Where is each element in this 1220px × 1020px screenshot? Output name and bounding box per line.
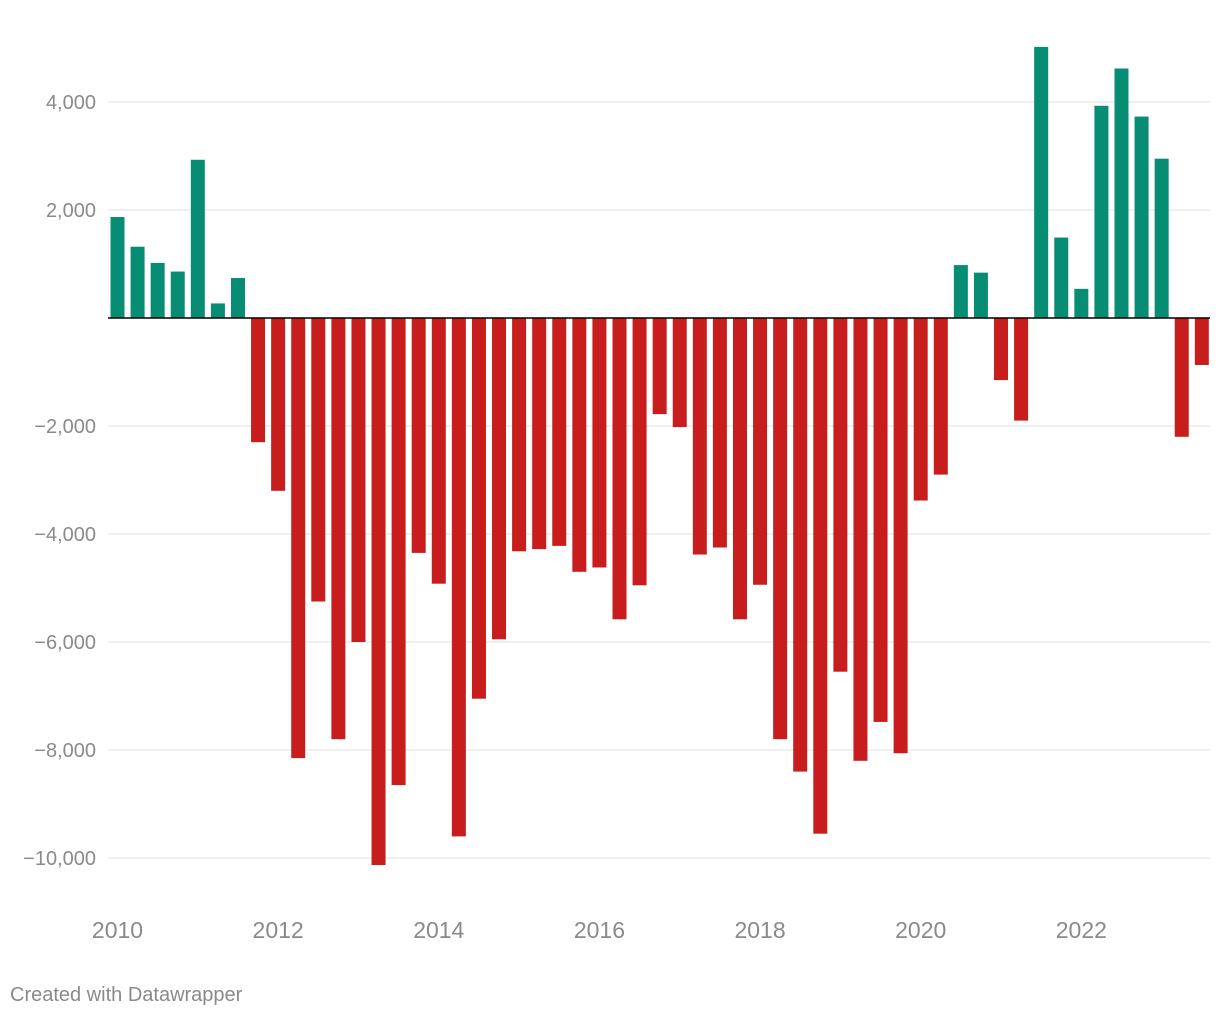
- bar[interactable]: [150, 262, 165, 318]
- bar[interactable]: [773, 318, 788, 740]
- bar[interactable]: [451, 318, 466, 837]
- bar[interactable]: [1114, 68, 1129, 319]
- bar[interactable]: [1194, 318, 1209, 365]
- bar[interactable]: [1074, 288, 1089, 318]
- bar[interactable]: [652, 318, 667, 415]
- bar[interactable]: [712, 318, 727, 548]
- bar[interactable]: [190, 159, 205, 318]
- bar[interactable]: [1154, 158, 1169, 318]
- bar[interactable]: [994, 318, 1009, 381]
- bar[interactable]: [431, 318, 446, 584]
- bar[interactable]: [893, 318, 908, 754]
- bar[interactable]: [512, 318, 527, 552]
- x-tick-label: 2012: [253, 917, 304, 943]
- y-tick-label: −10,000: [23, 848, 96, 870]
- bar[interactable]: [230, 278, 245, 318]
- x-tick-label: 2018: [734, 917, 785, 943]
- bar[interactable]: [572, 318, 587, 572]
- bar[interactable]: [632, 318, 647, 586]
- bar[interactable]: [492, 318, 507, 640]
- bar[interactable]: [692, 318, 707, 555]
- bar[interactable]: [873, 318, 888, 722]
- bar[interactable]: [753, 318, 768, 585]
- bar[interactable]: [973, 272, 988, 318]
- bar[interactable]: [672, 318, 687, 428]
- bar[interactable]: [913, 318, 928, 501]
- bar[interactable]: [793, 318, 808, 772]
- bar[interactable]: [933, 318, 948, 475]
- y-tick-label: −4,000: [34, 524, 96, 546]
- bar[interactable]: [1174, 318, 1189, 437]
- bar[interactable]: [732, 318, 747, 620]
- bar[interactable]: [833, 318, 848, 672]
- bars: [110, 46, 1209, 866]
- y-tick-label: 4,000: [46, 92, 96, 114]
- bar[interactable]: [411, 318, 426, 553]
- bar[interactable]: [592, 318, 607, 568]
- y-axis-labels: 4,000 2,000 −2,000 −4,000 −6,000 −8,000 −10,00…: [23, 92, 96, 870]
- x-tick-label: 2014: [413, 917, 464, 943]
- x-tick-label: 2010: [92, 917, 143, 943]
- footer-credit[interactable]: Created with Datawrapper: [10, 984, 243, 1006]
- x-tick-label: 2020: [895, 917, 946, 943]
- bar[interactable]: [371, 318, 386, 866]
- bar[interactable]: [1014, 318, 1029, 421]
- bar[interactable]: [271, 318, 286, 491]
- bar[interactable]: [552, 318, 567, 546]
- bar[interactable]: [130, 246, 145, 318]
- bar[interactable]: [311, 318, 326, 602]
- y-tick-label: −8,000: [34, 740, 96, 762]
- bar[interactable]: [110, 217, 125, 318]
- bar[interactable]: [210, 303, 225, 318]
- bar[interactable]: [291, 318, 306, 759]
- bar[interactable]: [853, 318, 868, 761]
- y-tick-label: −6,000: [34, 632, 96, 654]
- bar[interactable]: [251, 318, 266, 443]
- y-tick-label: 2,000: [46, 200, 96, 222]
- y-tick-label: −2,000: [34, 416, 96, 438]
- bar[interactable]: [1134, 116, 1149, 318]
- x-tick-label: 2016: [574, 917, 625, 943]
- x-tick-label: 2022: [1056, 917, 1107, 943]
- bar[interactable]: [532, 318, 547, 550]
- bar[interactable]: [471, 318, 486, 699]
- bar[interactable]: [1054, 237, 1069, 318]
- bar[interactable]: [612, 318, 627, 620]
- bar[interactable]: [1094, 105, 1109, 318]
- bar[interactable]: [391, 318, 406, 786]
- bar[interactable]: [813, 318, 828, 834]
- bar[interactable]: [351, 318, 366, 642]
- bar[interactable]: [1034, 46, 1049, 319]
- bar[interactable]: [331, 318, 346, 740]
- bar[interactable]: [170, 271, 185, 318]
- x-axis-labels: 2010 2012 2014 2016 2018 2020 2022: [92, 917, 1107, 943]
- bar[interactable]: [953, 265, 968, 318]
